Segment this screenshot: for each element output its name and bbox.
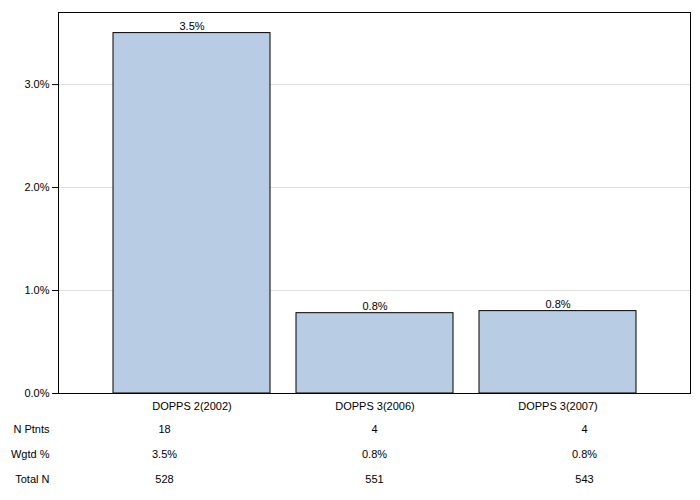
- svg-text:2.0%: 2.0%: [24, 181, 49, 193]
- svg-text:3.0%: 3.0%: [24, 78, 49, 90]
- svg-text:4: 4: [581, 423, 587, 435]
- svg-text:0.0%: 0.0%: [24, 387, 49, 399]
- svg-text:543: 543: [575, 473, 593, 485]
- svg-text:DOPPS 2(2002): DOPPS 2(2002): [152, 400, 231, 412]
- svg-text:4: 4: [371, 423, 377, 435]
- svg-text:0.8%: 0.8%: [362, 448, 387, 460]
- svg-text:Total N: Total N: [15, 473, 49, 485]
- svg-text:N Ptnts: N Ptnts: [13, 423, 50, 435]
- svg-text:DOPPS 3(2006): DOPPS 3(2006): [335, 400, 414, 412]
- svg-text:3.5%: 3.5%: [152, 448, 177, 460]
- svg-text:3.5%: 3.5%: [179, 20, 204, 32]
- svg-text:551: 551: [365, 473, 383, 485]
- svg-text:0.8%: 0.8%: [362, 300, 387, 312]
- svg-text:18: 18: [158, 423, 170, 435]
- svg-text:528: 528: [155, 473, 173, 485]
- svg-text:1.0%: 1.0%: [24, 284, 49, 296]
- svg-text:DOPPS 3(2007): DOPPS 3(2007): [518, 400, 597, 412]
- svg-text:0.8%: 0.8%: [572, 448, 597, 460]
- svg-text:0.8%: 0.8%: [545, 298, 570, 310]
- svg-text:Wgtd %: Wgtd %: [11, 448, 50, 460]
